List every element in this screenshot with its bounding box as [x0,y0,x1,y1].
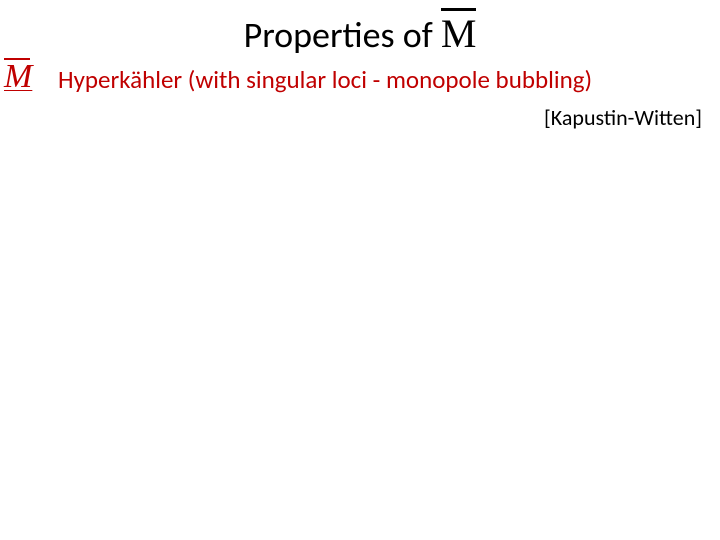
script-m-icon: M [4,58,32,96]
citation-text: [Kapustin-Witten] [544,104,702,131]
moduli-symbol-left: M [4,58,32,96]
slide-title: Properties of M [0,10,720,57]
title-prefix: Properties of [244,13,441,57]
title-symbol-m-overline: M [441,10,477,57]
property-statement: Hyperkähler (with singular loci - monopo… [58,64,592,95]
